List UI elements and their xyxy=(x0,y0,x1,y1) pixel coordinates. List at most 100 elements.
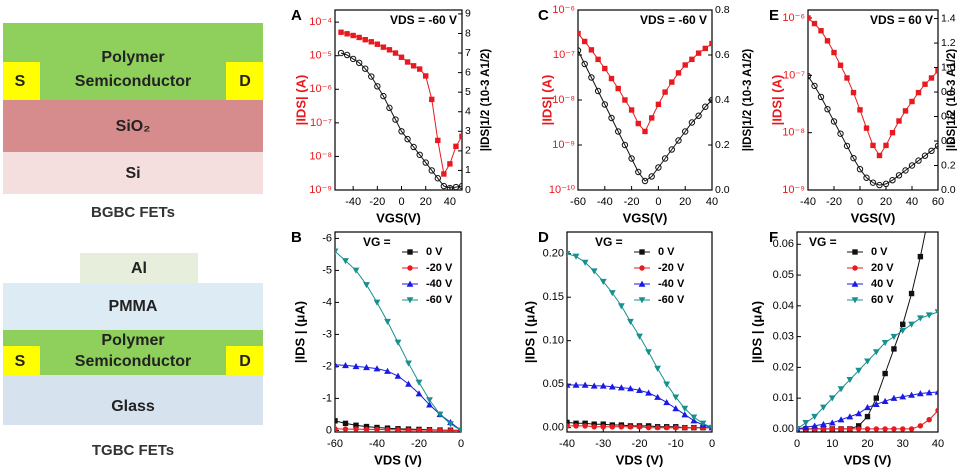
marker xyxy=(380,92,387,100)
marker xyxy=(636,424,643,430)
marker xyxy=(935,407,938,414)
marker xyxy=(405,427,412,432)
substrate-layer xyxy=(3,375,263,425)
y2-tick-label: 9 xyxy=(465,8,471,20)
legend-label: 20 V xyxy=(871,262,894,274)
marker xyxy=(350,32,356,39)
x-tick-label: 0 xyxy=(655,196,661,208)
y-tick-label: 0.10 xyxy=(543,335,564,347)
plot-frame xyxy=(796,231,939,433)
marker xyxy=(811,413,819,421)
bgbc-schematic: Polymer Semiconductor S D SiO₂ Si BGBC F… xyxy=(3,23,263,221)
y-tick-label: -3 xyxy=(322,328,332,340)
marker xyxy=(811,82,818,90)
y-tick-label: 10⁻⁷ xyxy=(310,117,332,129)
x-tick-label: -20 xyxy=(632,438,648,450)
y-tick-label: 0.20 xyxy=(543,248,564,260)
marker xyxy=(426,427,433,432)
marker xyxy=(663,381,671,388)
y-axis-label: |IDS| (A) xyxy=(539,75,554,126)
marker xyxy=(410,63,417,69)
marker xyxy=(641,177,649,185)
marker xyxy=(373,365,381,372)
marker xyxy=(363,423,370,430)
plot-area xyxy=(797,232,938,432)
marker xyxy=(415,379,423,386)
marker xyxy=(404,59,411,65)
marker xyxy=(446,184,454,190)
marker xyxy=(883,142,889,149)
y2-tick-label: 0.6 xyxy=(715,49,730,61)
marker xyxy=(608,290,616,297)
x-tick-label: -20 xyxy=(411,438,427,450)
x-tick-label: 40 xyxy=(444,196,456,208)
marker xyxy=(362,36,368,43)
y2-tick-label: 8 xyxy=(465,27,471,39)
y-axis-label: |IDS| (A) xyxy=(769,75,784,126)
y-axis-label: |IDS | (μA) xyxy=(749,301,764,363)
marker xyxy=(615,128,622,135)
marker xyxy=(820,420,827,428)
marker xyxy=(900,426,906,432)
plot-frame xyxy=(334,9,463,191)
marker xyxy=(608,383,616,390)
marker xyxy=(855,367,863,374)
marker xyxy=(622,97,628,103)
y-tick-label: 0.05 xyxy=(543,378,564,390)
marker xyxy=(902,108,909,114)
x-tick-label: -10 xyxy=(668,438,684,450)
marker xyxy=(655,164,662,171)
y2-tick-label: 3 xyxy=(465,125,471,137)
series-line xyxy=(567,253,712,429)
plot-frame xyxy=(577,9,713,191)
marker xyxy=(916,315,924,322)
x-tick-label: 0 xyxy=(458,438,464,450)
marker xyxy=(628,155,635,162)
legend-label: -40 V xyxy=(658,278,685,290)
marker xyxy=(916,390,924,397)
marker xyxy=(682,128,689,135)
y-tick-label: 0.01 xyxy=(773,392,794,404)
y-tick-label: -1 xyxy=(322,392,332,404)
marker xyxy=(908,321,915,328)
marker xyxy=(434,175,442,182)
marker xyxy=(342,420,349,427)
marker xyxy=(581,259,589,266)
y-axis-label: |IDS | (μA) xyxy=(292,301,307,363)
x-tick-label: -40 xyxy=(345,196,361,208)
x-tick-label: 20 xyxy=(861,438,873,450)
marker xyxy=(582,38,588,45)
marker xyxy=(384,367,391,374)
marker xyxy=(864,413,871,420)
layer-label: Si xyxy=(125,165,140,182)
x-axis-label: VGS(V) xyxy=(623,210,668,225)
marker xyxy=(869,179,877,186)
layer-label: Polymer xyxy=(101,332,164,349)
semiconductor-layer xyxy=(3,23,263,100)
x-tick-label: 0 xyxy=(709,438,715,450)
plot-frame xyxy=(807,9,939,191)
y-tick-label: 10⁻⁴ xyxy=(309,16,332,28)
y2-tick-label: 5 xyxy=(465,86,471,98)
marker xyxy=(338,29,344,35)
marker xyxy=(896,118,902,124)
marker xyxy=(567,251,571,258)
electrode-label: D xyxy=(239,353,251,370)
marker xyxy=(870,142,876,149)
marker xyxy=(362,65,369,72)
marker xyxy=(895,172,903,179)
marker xyxy=(441,171,447,177)
legend-label: 40 V xyxy=(871,278,894,290)
marker xyxy=(601,101,608,108)
x-axis-label: VDS (V) xyxy=(616,452,664,467)
marker xyxy=(855,423,862,429)
marker xyxy=(699,420,707,427)
legend-label: 60 V xyxy=(871,294,894,306)
marker xyxy=(864,358,871,365)
legend-label: 0 V xyxy=(658,246,675,258)
x-tick-label: 0 xyxy=(794,438,800,450)
marker xyxy=(681,411,689,418)
series-line xyxy=(797,311,938,430)
marker xyxy=(395,427,401,432)
